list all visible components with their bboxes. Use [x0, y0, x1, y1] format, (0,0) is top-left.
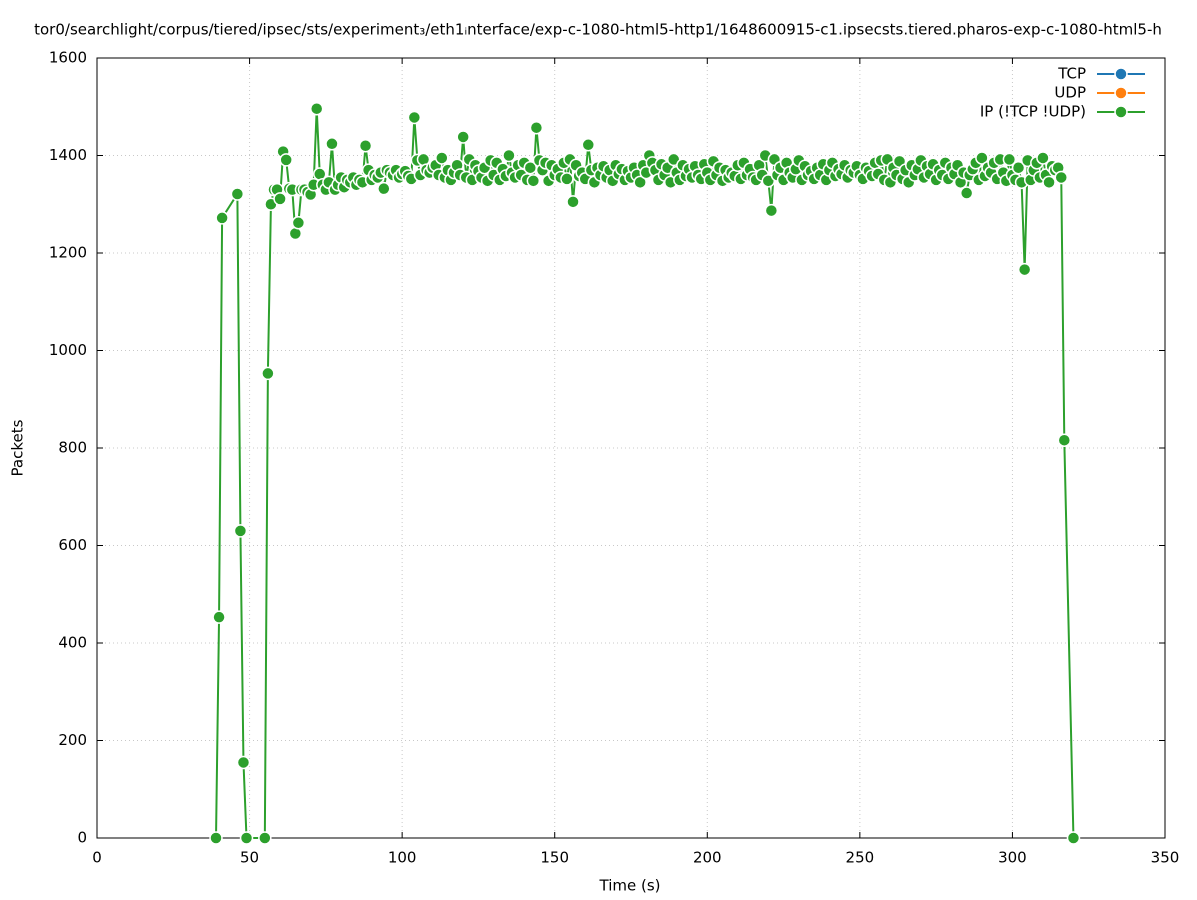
- chart-title: tor0/searchlight/corpus/tiered/ipsec/sts…: [34, 21, 1162, 39]
- legend-marker: [1114, 105, 1128, 119]
- point: [1054, 170, 1069, 185]
- legend-label: TCP: [1057, 65, 1086, 83]
- point: [581, 138, 596, 152]
- point: [239, 831, 254, 845]
- point: [959, 186, 974, 200]
- point: [1017, 262, 1032, 277]
- point: [529, 120, 544, 135]
- x-tick-label: 0: [92, 849, 102, 867]
- point: [1036, 151, 1050, 165]
- point: [325, 137, 339, 151]
- y-tick-label: 600: [58, 536, 87, 554]
- legend-label: IP (!TCP !UDP): [980, 103, 1086, 121]
- point: [279, 153, 293, 167]
- point: [377, 181, 391, 196]
- point: [526, 174, 541, 188]
- x-axis-label: Time (s): [599, 877, 661, 895]
- series-line: [215, 108, 1075, 839]
- y-tick-label: 400: [58, 634, 87, 652]
- point: [1042, 175, 1056, 190]
- point: [309, 101, 324, 116]
- y-tick-label: 1400: [49, 146, 87, 164]
- point: [560, 172, 574, 186]
- point: [633, 175, 647, 190]
- point: [358, 139, 373, 153]
- y-tick-label: 200: [58, 731, 87, 749]
- y-tick-label: 0: [77, 829, 87, 847]
- x-tick-label: 200: [693, 849, 722, 867]
- point: [212, 610, 226, 624]
- y-axis-label: Packets: [9, 419, 27, 476]
- point: [1066, 831, 1081, 845]
- y-tick-label: 1200: [49, 244, 87, 262]
- point: [236, 755, 251, 770]
- point: [975, 151, 989, 165]
- x-tick-label: 150: [540, 849, 569, 867]
- legend-marker: [1114, 86, 1128, 100]
- point: [1011, 160, 1026, 175]
- point: [209, 831, 223, 845]
- point: [435, 151, 449, 165]
- point: [1002, 152, 1017, 167]
- y-tick-label: 800: [58, 439, 87, 457]
- y-tick-label: 1600: [49, 49, 87, 67]
- point: [261, 366, 275, 381]
- x-tick-label: 50: [240, 849, 259, 867]
- x-tick-label: 350: [1151, 849, 1180, 867]
- point: [215, 211, 229, 225]
- point: [233, 524, 248, 538]
- legend-label: UDP: [1054, 84, 1086, 102]
- point: [764, 203, 779, 218]
- point: [258, 831, 272, 845]
- x-tick-label: 250: [846, 849, 875, 867]
- point: [273, 192, 287, 206]
- x-tick-label: 300: [998, 849, 1027, 867]
- point: [456, 130, 470, 144]
- point: [1057, 433, 1072, 447]
- plot-frame: [96, 57, 1166, 839]
- point: [407, 110, 422, 125]
- legend-marker: [1114, 67, 1128, 81]
- point: [230, 187, 245, 201]
- point: [291, 216, 306, 230]
- x-tick-label: 100: [388, 849, 417, 867]
- y-tick-label: 1000: [49, 341, 87, 359]
- point: [502, 148, 516, 163]
- point: [566, 195, 580, 209]
